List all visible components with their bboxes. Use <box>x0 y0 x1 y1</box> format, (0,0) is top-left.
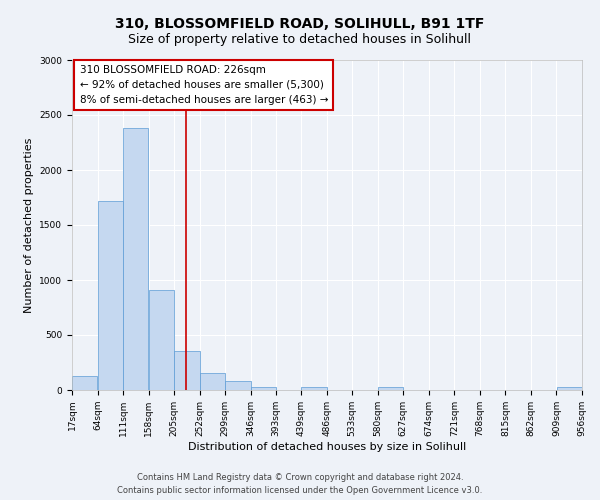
Y-axis label: Number of detached properties: Number of detached properties <box>24 138 34 312</box>
Bar <box>200 373 225 390</box>
Text: 310 BLOSSOMFIELD ROAD: 226sqm
← 92% of detached houses are smaller (5,300)
8% of: 310 BLOSSOMFIELD ROAD: 226sqm ← 92% of d… <box>80 65 328 104</box>
Bar <box>557 387 582 390</box>
Bar <box>225 381 251 390</box>
Bar <box>123 128 148 390</box>
Bar <box>98 201 123 390</box>
Bar <box>378 387 403 390</box>
Bar <box>301 386 326 390</box>
Text: Contains HM Land Registry data © Crown copyright and database right 2024.
Contai: Contains HM Land Registry data © Crown c… <box>118 474 482 495</box>
Text: Size of property relative to detached houses in Solihull: Size of property relative to detached ho… <box>128 32 472 46</box>
Bar <box>72 376 97 390</box>
Bar <box>149 290 174 390</box>
Text: 310, BLOSSOMFIELD ROAD, SOLIHULL, B91 1TF: 310, BLOSSOMFIELD ROAD, SOLIHULL, B91 1T… <box>115 18 485 32</box>
X-axis label: Distribution of detached houses by size in Solihull: Distribution of detached houses by size … <box>188 442 466 452</box>
Bar <box>174 351 199 390</box>
Bar <box>251 386 276 390</box>
